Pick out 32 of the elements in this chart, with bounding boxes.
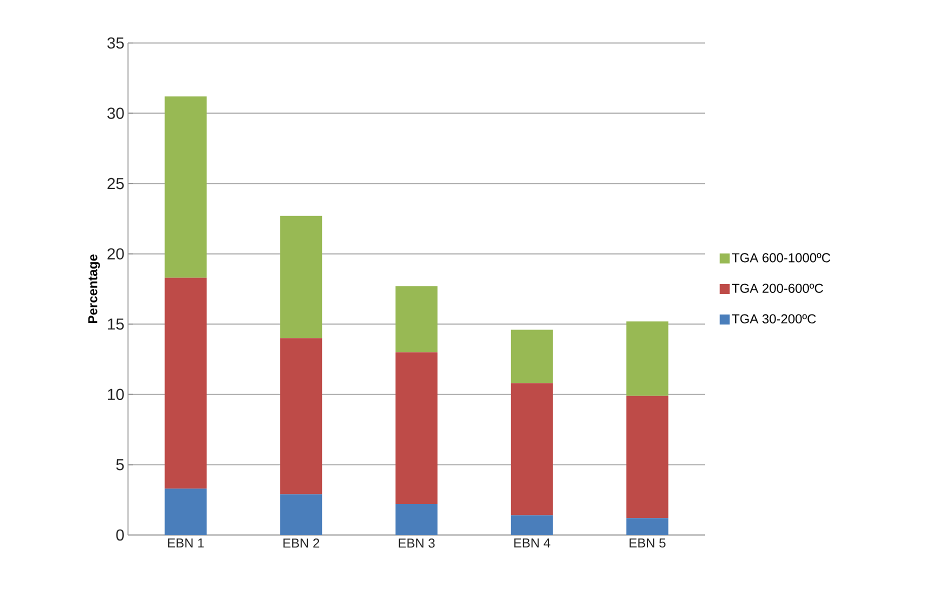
y-tick-label: 15 (108, 318, 124, 330)
bar (280, 216, 322, 338)
x-tick-label: EBN 2 (283, 538, 320, 548)
x-tick-label: EBN 1 (168, 538, 204, 548)
bar (164, 488, 207, 535)
bar (510, 515, 553, 535)
y-tick-label: 20 (108, 248, 124, 260)
y-tick-label: 30 (107, 108, 124, 119)
legend-label: TGA 200-600ºC (732, 284, 824, 293)
bar (510, 383, 553, 516)
bar (280, 494, 322, 535)
y-tick-label: 10 (108, 388, 124, 400)
bar (164, 96, 207, 278)
y-tick-label: 25 (108, 178, 124, 190)
y-tick-label: 5 (116, 459, 124, 470)
bar (626, 396, 668, 518)
x-tick-label: EBN 3 (398, 538, 435, 548)
x-tick-label: EBN 5 (630, 538, 666, 548)
y-axis-title: Percentage (88, 254, 100, 324)
bar (510, 330, 553, 384)
x-tick-label: EBN 4 (514, 538, 550, 548)
bar (626, 321, 668, 396)
bar (280, 338, 322, 494)
bar (164, 278, 207, 489)
y-tick-label: 35 (107, 37, 124, 49)
bar (396, 504, 438, 535)
bar (396, 286, 438, 352)
legend-label: TGA 600-1000ºC (732, 253, 830, 262)
bar (626, 518, 668, 535)
legend-label: TGA 30-200ºC (732, 314, 816, 324)
bar (396, 352, 438, 504)
y-tick-label: 0 (116, 529, 124, 541)
